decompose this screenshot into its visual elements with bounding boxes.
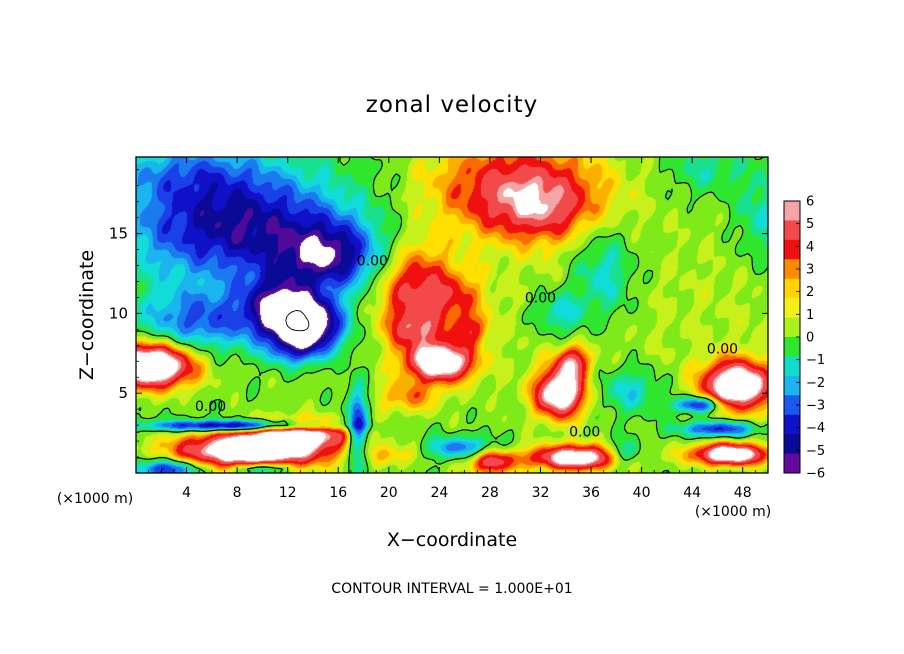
- x-tick-label: 40: [633, 485, 651, 501]
- contour-labels: 0.00 0.00 0.00 0.00 0.00: [195, 254, 738, 441]
- colorbar-swatch: [784, 395, 800, 416]
- x-unit-right: (×1000 m): [695, 504, 771, 520]
- y-tick-label: 10: [109, 304, 128, 322]
- x-tick-label: 36: [582, 485, 600, 501]
- contour-label: 0.00: [195, 399, 226, 415]
- colorbar-label: 2: [806, 285, 814, 300]
- x-tick-label: 28: [481, 485, 499, 501]
- x-tick-label: 32: [532, 485, 550, 501]
- colorbar-swatch: [784, 434, 800, 455]
- colorbar-swatch: [784, 298, 800, 319]
- contour-label: 0.00: [707, 342, 738, 358]
- y-axis-label: Z−coordinate: [76, 250, 98, 380]
- contour-label: 0.00: [525, 290, 556, 306]
- y-axis-ticks: 5 10 15: [109, 169, 768, 458]
- x-tick-label: 48: [734, 485, 752, 501]
- colorbar-swatch: [784, 337, 800, 357]
- colorbar-label: −6: [806, 467, 825, 482]
- colorbar-swatch: [784, 414, 800, 435]
- x-tick-label: 16: [329, 485, 347, 501]
- plot-area: 0.00 0.00 0.00 0.00 0.00: [136, 157, 768, 473]
- colorbar-swatch: [784, 278, 800, 299]
- colorbar: 6 5 4 3 2 1 0 −1 −2 −3 −4 −5 −6: [783, 195, 825, 482]
- contour-interval-note: CONTOUR INTERVAL = 1.000E+01: [331, 581, 572, 597]
- x-axis-ticks: 4 8 12 16 20 24 28 32 36 40 44 48: [148, 157, 756, 501]
- colorbar-label: −5: [806, 444, 825, 459]
- colorbar-label: −4: [806, 421, 825, 436]
- colorbar-label: 3: [806, 263, 814, 278]
- colorbar-label: 6: [806, 195, 814, 210]
- negative-contour-line: [285, 310, 310, 332]
- contour-label: 0.00: [357, 254, 388, 270]
- colorbar-swatch: [784, 453, 800, 474]
- colorbar-swatch: [784, 259, 800, 280]
- colorbar-swatch: [784, 220, 800, 241]
- colorbar-swatch: [784, 375, 800, 396]
- x-tick-label: 8: [233, 485, 242, 501]
- colorbar-label: 4: [806, 240, 814, 255]
- y-tick-label: 5: [118, 384, 128, 402]
- colorbar-label: 1: [806, 308, 814, 323]
- colorbar-swatch: [784, 239, 800, 260]
- contour-label: 0.00: [569, 425, 600, 441]
- x-tick-label: 24: [430, 485, 448, 501]
- x-axis-label: X−coordinate: [387, 529, 517, 551]
- colorbar-label: −1: [806, 353, 825, 368]
- zero-contours: [136, 157, 768, 473]
- zero-contour-line: [136, 157, 768, 473]
- y-tick-label: 15: [109, 225, 128, 243]
- heatmap-field: [136, 157, 768, 473]
- colorbar-label: −3: [806, 399, 825, 414]
- chart-title: zonal velocity: [366, 92, 538, 118]
- x-tick-label: 4: [182, 485, 191, 501]
- colorbar-label: 0: [806, 331, 814, 346]
- x-unit-left: (×1000 m): [57, 491, 133, 507]
- colorbar-swatch: [784, 201, 800, 221]
- colorbar-swatch: [784, 317, 800, 338]
- x-tick-label: 44: [683, 485, 701, 501]
- colorbar-swatch: [784, 356, 800, 377]
- x-tick-label: 20: [380, 485, 398, 501]
- colorbar-label: −2: [806, 376, 825, 391]
- x-tick-label: 12: [279, 485, 297, 501]
- colorbar-label: 5: [806, 217, 814, 232]
